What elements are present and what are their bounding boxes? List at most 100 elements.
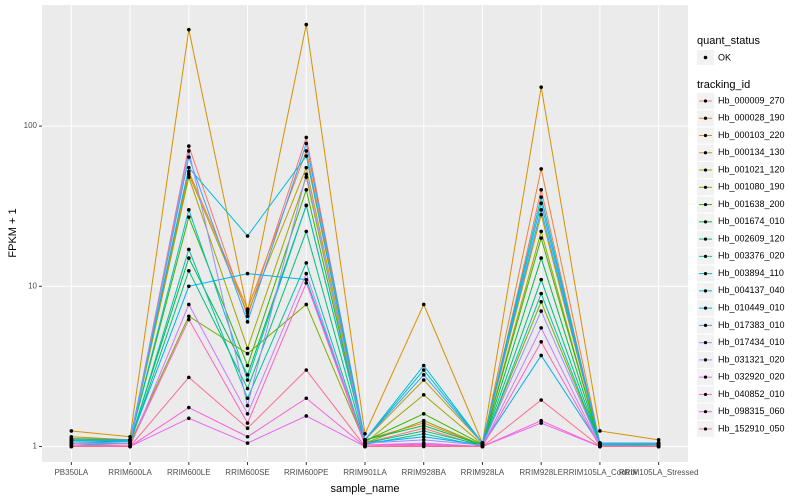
data-point — [245, 346, 250, 351]
data-point — [421, 302, 426, 307]
data-point — [245, 363, 250, 368]
legend-label: Hb_001021_120 — [718, 164, 785, 174]
legend-point — [703, 375, 708, 379]
data-point — [304, 165, 309, 170]
data-point — [421, 393, 426, 397]
data-point — [656, 438, 661, 442]
data-point — [187, 155, 191, 159]
data-point — [304, 172, 309, 177]
legend-label: Hb_001674_010 — [718, 216, 785, 226]
data-point — [539, 167, 543, 171]
legend-label: Hb_000009_270 — [718, 95, 785, 105]
legend-point — [703, 151, 708, 155]
legend-point — [703, 168, 708, 172]
data-point — [421, 363, 426, 368]
x-tick-label: RRIM901LA — [343, 468, 387, 477]
legend-point — [703, 410, 708, 414]
data-point — [539, 418, 543, 423]
legend-label: Hb_001080_190 — [718, 182, 785, 192]
data-point — [480, 444, 485, 449]
data-point — [304, 149, 309, 153]
data-point — [304, 22, 309, 27]
data-point — [245, 320, 250, 324]
data-point — [363, 444, 367, 449]
data-point — [245, 271, 250, 276]
data-point — [539, 85, 543, 89]
data-point — [187, 256, 191, 260]
data-point — [245, 351, 250, 356]
data-point — [304, 281, 309, 285]
data-point — [539, 277, 543, 282]
legend-label: Hb_003376_020 — [718, 251, 785, 261]
data-point — [539, 291, 543, 296]
data-point — [187, 144, 191, 148]
data-point — [304, 302, 309, 307]
data-point — [245, 396, 250, 401]
data-point — [245, 434, 250, 439]
legend-point — [703, 55, 708, 60]
legend-label: Hb_098315_060 — [718, 406, 785, 416]
legend-label: Hb_031321_020 — [718, 354, 785, 364]
data-point — [421, 418, 426, 423]
y-tick-label: 1 — [33, 442, 38, 451]
data-point — [304, 229, 309, 234]
x-tick-label: RRIM600SE — [225, 468, 269, 477]
y-tick-label: 10 — [28, 281, 37, 290]
legend-label: Hb_002609_120 — [718, 233, 785, 243]
legend-point — [703, 341, 708, 345]
data-point — [187, 268, 191, 273]
data-point — [539, 300, 543, 304]
legend-label: Hb_000028_190 — [718, 113, 785, 123]
legend-label: OK — [718, 52, 731, 62]
data-point — [187, 172, 191, 177]
legend-point — [703, 185, 708, 189]
data-point — [304, 396, 309, 401]
data-point — [539, 256, 543, 260]
data-point — [304, 261, 309, 265]
data-point — [187, 375, 191, 380]
data-point — [187, 317, 191, 322]
data-point — [304, 141, 309, 146]
data-point — [187, 284, 191, 289]
data-point — [421, 411, 426, 416]
legend-point — [703, 306, 708, 310]
legend-point — [703, 272, 708, 276]
data-point — [128, 438, 132, 442]
legend-label: Hb_017434_010 — [718, 337, 785, 347]
data-point — [539, 212, 543, 217]
data-point — [539, 188, 543, 192]
data-point — [69, 429, 74, 433]
legend-point — [703, 116, 708, 120]
data-point — [304, 414, 309, 418]
data-point — [245, 234, 250, 238]
legend-point — [703, 99, 708, 103]
data-point — [187, 247, 191, 252]
data-point — [187, 215, 191, 219]
data-point — [304, 203, 309, 208]
data-point — [245, 403, 250, 408]
data-point — [304, 277, 309, 282]
data-point — [304, 175, 309, 179]
data-point — [245, 314, 250, 319]
legend-point — [703, 220, 708, 224]
data-point — [128, 444, 132, 449]
data-point — [539, 229, 543, 234]
legend-point — [703, 358, 708, 362]
x-tick-label: RRIM600LE — [167, 468, 211, 477]
data-point — [187, 165, 191, 170]
data-point — [187, 302, 191, 307]
x-tick-label: PB350LA — [54, 468, 88, 477]
legend-point — [703, 392, 708, 397]
data-point — [304, 135, 309, 140]
x-tick-label: RRIM105LA_Stressed — [619, 468, 699, 477]
legend-label: Hb_003894_110 — [718, 268, 784, 278]
data-point — [304, 368, 309, 372]
legend-title: quant_status — [697, 35, 760, 47]
legend-label: Hb_032920_020 — [718, 372, 785, 382]
data-point — [304, 154, 309, 158]
data-point — [69, 438, 74, 442]
data-point — [245, 378, 250, 382]
data-point — [421, 438, 426, 442]
data-point — [421, 426, 426, 431]
data-point — [363, 431, 367, 436]
